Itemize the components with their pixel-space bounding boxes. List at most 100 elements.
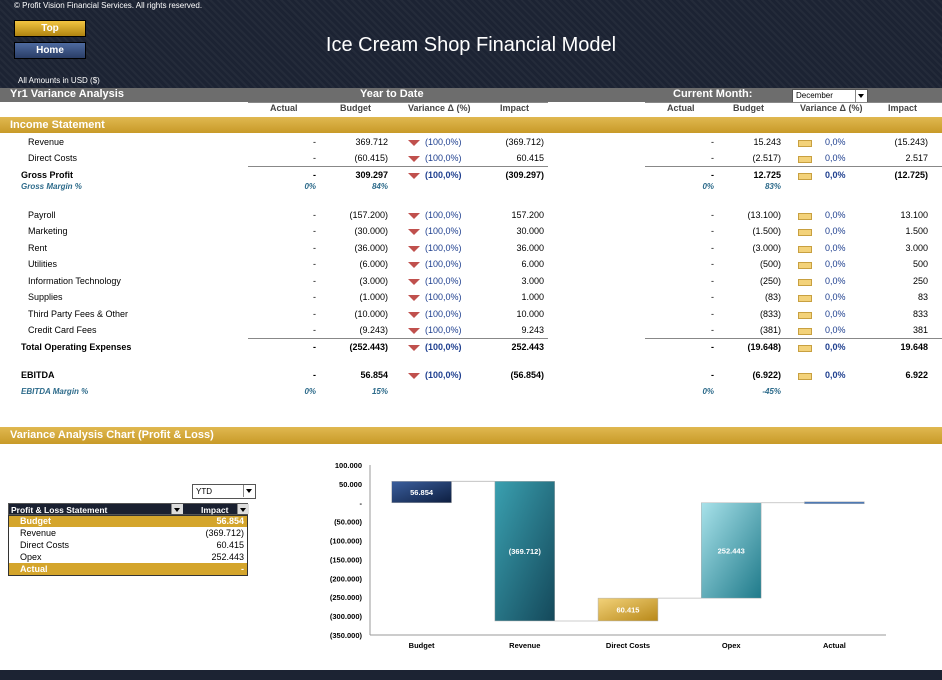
ytd-actual-value: - [313,137,316,147]
variance-down-arrow-icon [408,262,420,268]
cm-variance-value: 0,0% [825,137,846,147]
variance-flat-icon [798,373,812,380]
variance-down-arrow-icon [408,312,420,318]
ytd-actual-value: - [313,170,316,180]
row-label: Credit Card Fees [28,325,97,335]
x-tick-label: Budget [409,641,435,650]
margin-cm-budget: -45% [762,387,781,396]
ytd-impact-value: 3.000 [521,276,544,286]
pl-row-label: Actual [20,564,48,574]
variance-flat-icon [798,345,812,352]
cm-actual-value: - [711,342,714,352]
cm-header-underline [645,102,942,103]
pl-row-label: Opex [20,552,42,562]
ytd-impact-value: 157.200 [511,210,544,220]
chevron-down-icon[interactable] [243,485,255,497]
ytd-variance-value: (100,0%) [425,210,462,220]
col-cm-budget: Budget [733,103,764,113]
cm-variance-value: 0,0% [825,210,846,220]
pl-table-row: Budget 56.854 [8,515,248,527]
ytd-impact-value: 60.415 [516,153,544,163]
currency-note: All Amounts in USD ($) [18,76,100,85]
cm-variance-value: 0,0% [825,342,846,352]
col-ytd-budget: Budget [340,103,371,113]
cm-budget-value: 15.243 [753,137,781,147]
row-label: Utilities [28,259,58,269]
ytd-impact-value: 9.243 [521,325,544,335]
ytd-variance-value: (100,0%) [425,137,462,147]
month-value: December [796,91,833,100]
cm-impact-value: 381 [912,325,928,335]
variance-down-arrow-icon [408,279,420,285]
cm-budget-value: (6.922) [752,370,781,380]
cm-budget-value: (381) [759,325,781,335]
ytd-budget-value: (9.243) [359,325,388,335]
ytd-actual-value: - [313,309,316,319]
variance-flat-icon [798,295,812,302]
variance-down-arrow-icon [408,246,420,252]
cm-budget-value: (19.648) [747,342,781,352]
row-label: Total Operating Expenses [21,342,132,352]
ytd-impact-value: (309.297) [505,170,544,180]
cm-actual-value: - [711,210,714,220]
bottom-banner [0,670,942,680]
cm-variance-value: 0,0% [825,370,846,380]
variance-down-arrow-icon [408,295,420,301]
variance-flat-icon [798,229,812,236]
pl-col-impact: Impact [201,505,229,515]
cm-actual-value: - [711,276,714,286]
variance-down-arrow-icon [408,156,420,162]
income-statement-header: Income Statement [0,117,942,133]
cm-budget-value: (3.000) [752,243,781,253]
cm-variance-value: 0,0% [825,325,846,335]
cm-actual-value: - [711,153,714,163]
top-button[interactable]: Top [14,20,86,37]
cm-actual-value: - [711,259,714,269]
chevron-down-icon[interactable] [171,504,183,514]
col-cm-actual: Actual [667,103,695,113]
ytd-variance-value: (100,0%) [425,153,462,163]
chevron-down-icon[interactable] [855,90,867,102]
cm-variance-value: 0,0% [825,243,846,253]
subtotal-line [645,338,942,339]
ytd-actual-value: - [313,153,316,163]
ytd-impact-value: 6.000 [521,259,544,269]
ytd-variance-value: (100,0%) [425,292,462,302]
ytd-actual-value: - [313,243,316,253]
cm-impact-value: 1.500 [905,226,928,236]
ytd-actual-value: - [313,342,316,352]
pl-table-header: Profit & Loss Statement Impact [8,503,249,515]
pl-row-label: Direct Costs [20,540,70,550]
ytd-budget-value: (10.000) [354,309,388,319]
cm-actual-value: - [711,309,714,319]
y-tick-label: (350.000) [330,631,363,640]
margin-cm-budget: 83% [764,182,781,191]
col-cm-variance: Variance Δ (%) [800,103,863,113]
col-ytd-impact: Impact [500,103,530,113]
row-label: Revenue [28,137,65,147]
margin-ytd-budget: 15% [371,387,388,396]
waterfall-bar [701,502,762,599]
pl-table-row: Revenue (369.712) [8,527,248,539]
cm-variance-value: 0,0% [825,170,846,180]
ytd-budget-value: (252.443) [349,342,388,352]
ytd-budget-value: (157.200) [349,210,388,220]
cm-actual-value: - [711,137,714,147]
ytd-budget-value: (30.000) [354,226,388,236]
ytd-impact-value: (56.854) [510,370,544,380]
row-label: Rent [28,243,48,253]
home-button[interactable]: Home [14,42,86,59]
period-select[interactable]: YTD [192,484,256,499]
pl-row-value: 56.854 [216,516,244,526]
chevron-down-icon[interactable] [237,504,249,514]
variance-down-arrow-icon [408,328,420,334]
variance-down-arrow-icon [408,229,420,235]
ytd-label: Year to Date [360,88,424,100]
ytd-impact-value: 252.443 [511,342,544,352]
cm-actual-value: - [711,226,714,236]
col-ytd-actual: Actual [270,103,298,113]
bar-data-label: 60.415 [617,606,640,615]
pl-row-label: Revenue [20,528,57,538]
x-tick-label: Actual [823,641,846,650]
